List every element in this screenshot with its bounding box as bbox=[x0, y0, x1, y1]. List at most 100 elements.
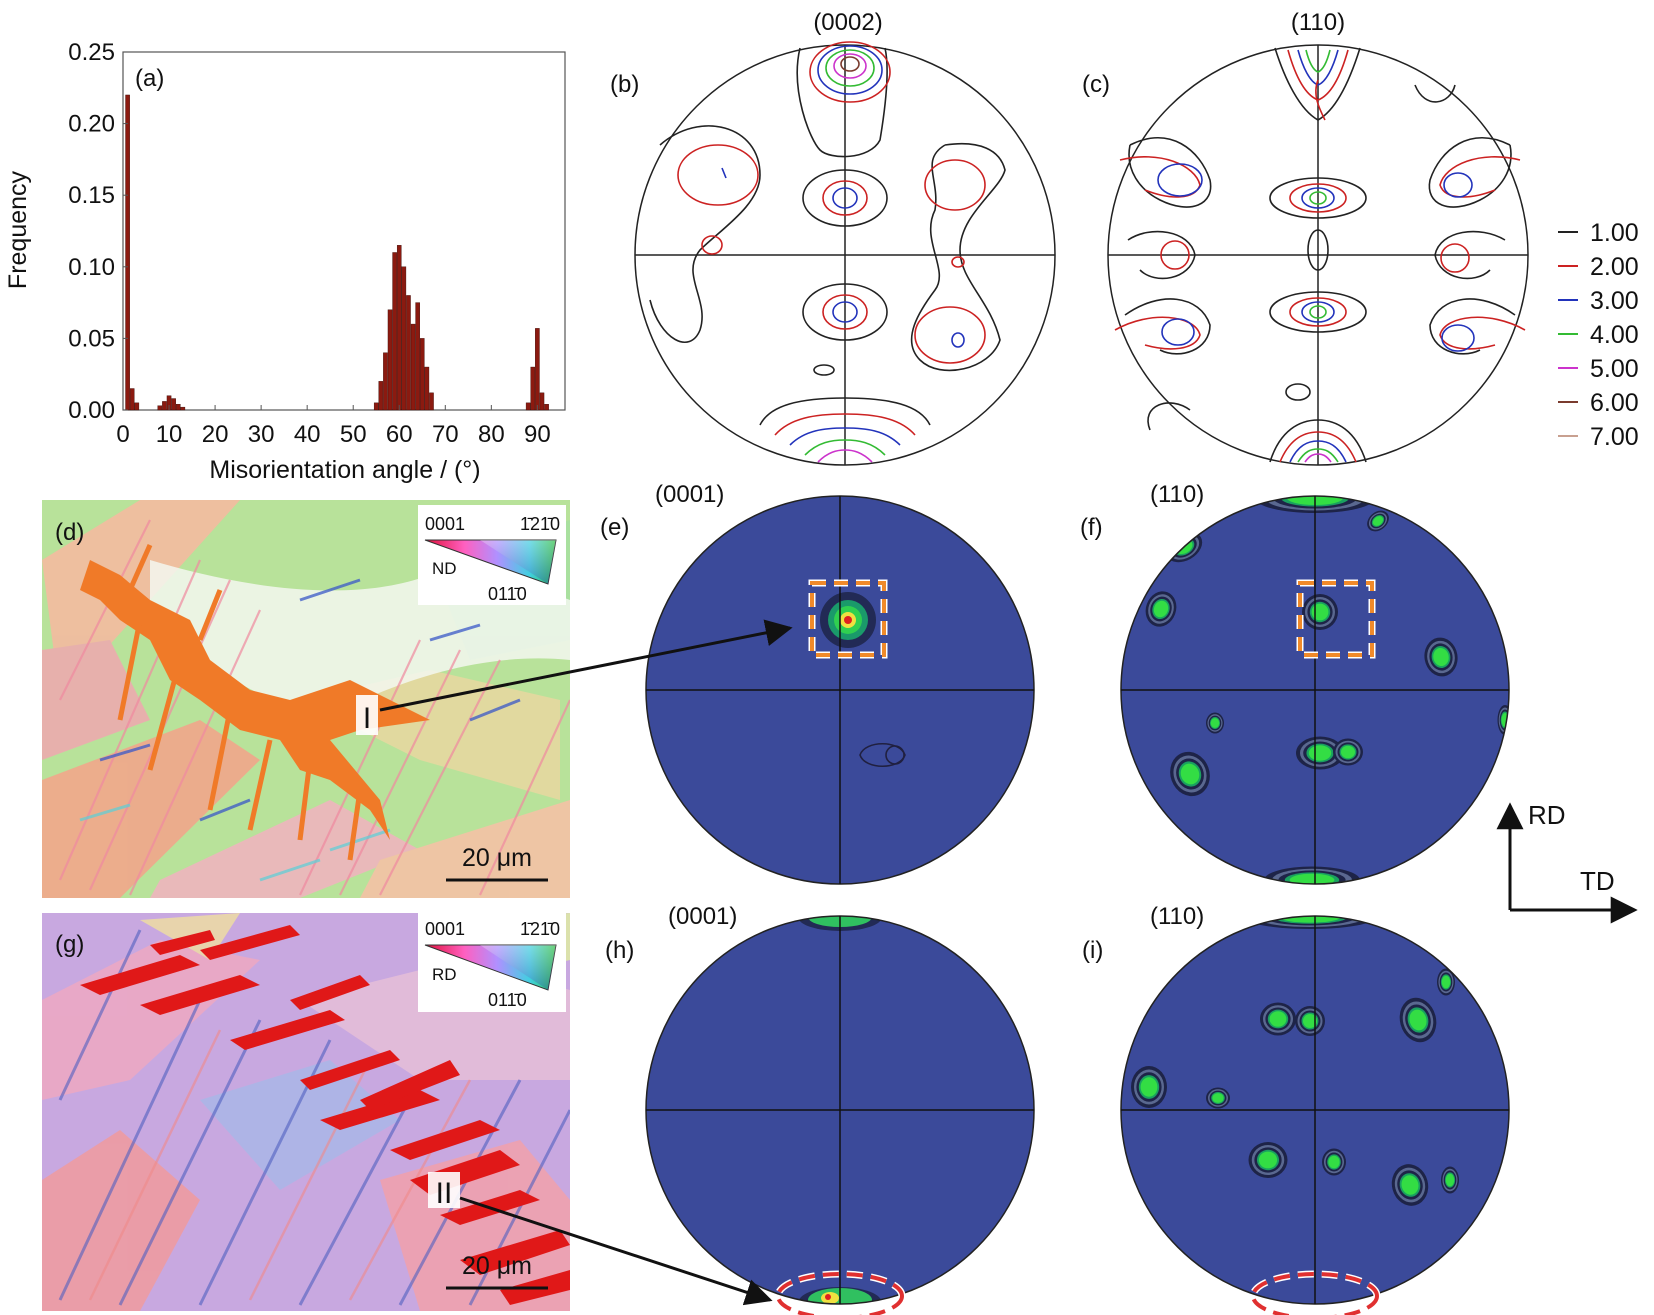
svg-text:5.00: 5.00 bbox=[1590, 355, 1639, 383]
contour-legend: 1.00 2.00 3.00 4.00 5.00 6.00 7.00 bbox=[1558, 219, 1639, 451]
y-tick-labels: 0.00 0.05 0.10 0.15 0.20 0.25 bbox=[68, 39, 128, 424]
ipf-corner-1210: 1̄21̄0 bbox=[520, 514, 560, 534]
svg-text:3.00: 3.00 bbox=[1590, 287, 1639, 315]
panel-e-pole-figure: (0001) (e) bbox=[600, 481, 1035, 885]
histogram-bar bbox=[378, 381, 384, 411]
arrow-I-to-e bbox=[379, 619, 793, 712]
panel-c-pole-figure: (c) (110) bbox=[1082, 9, 1529, 466]
pole-peak bbox=[1125, 1215, 1135, 1229]
pole-peak bbox=[1510, 661, 1531, 703]
histogram-bar bbox=[373, 402, 379, 411]
plot-frame bbox=[122, 51, 566, 411]
histogram-bar bbox=[125, 94, 130, 411]
histogram-bar bbox=[415, 302, 420, 411]
panel-g-ebsd-map: II (g) 0001 1̄21̄0 011̄0 RD 20 μm bbox=[42, 912, 570, 1311]
pole-figure-title: (110) bbox=[1150, 903, 1204, 930]
histogram-bar bbox=[429, 392, 434, 411]
svg-text:7.00: 7.00 bbox=[1590, 423, 1639, 451]
pole-peak bbox=[1511, 665, 1529, 700]
pole-peak bbox=[1409, 1009, 1427, 1031]
pole-figure-title: (0002) bbox=[813, 9, 882, 36]
x-tick-label: 80 bbox=[478, 421, 505, 448]
panel-label-g: (g) bbox=[55, 931, 84, 958]
histogram-bar bbox=[401, 266, 407, 411]
grain-marker-II: II bbox=[436, 1177, 453, 1210]
pole-peak bbox=[1212, 1093, 1224, 1103]
x-tick-label: 20 bbox=[202, 421, 229, 448]
histogram-bar bbox=[406, 295, 411, 411]
histogram-bar bbox=[175, 404, 181, 411]
panel-a-histogram: 0.00 0.05 0.10 0.15 0.20 0.25 0 10 20 30 40 50 60 70… bbox=[4, 39, 566, 484]
histogram-bars bbox=[125, 94, 549, 411]
arrow-II-to-h bbox=[459, 1196, 773, 1306]
panel-h-pole-figure: (0001) (h) bbox=[605, 903, 1035, 1315]
panel-label-i: (i) bbox=[1082, 937, 1103, 964]
pole-peak bbox=[1269, 1011, 1287, 1027]
histogram-bar bbox=[530, 366, 536, 411]
ipf-corner-0110: 011̄0 bbox=[488, 990, 527, 1010]
pole-peak bbox=[1210, 718, 1220, 728]
svg-text:2.00: 2.00 bbox=[1590, 253, 1639, 281]
pole-peak bbox=[1123, 1211, 1137, 1233]
ipf-axis-label: ND bbox=[432, 559, 457, 578]
y-tick-label: 0.10 bbox=[68, 254, 115, 281]
x-tick-labels: 0 10 20 30 40 50 60 70 80 90 bbox=[116, 405, 551, 448]
pole-figure-title: (110) bbox=[1291, 9, 1345, 36]
ipf-corner-0110: 011̄0 bbox=[488, 584, 527, 604]
pole-peak bbox=[1180, 763, 1200, 785]
panel-label-a: (a) bbox=[135, 65, 164, 92]
x-tick-label: 90 bbox=[524, 421, 551, 448]
panel-label-b: (b) bbox=[610, 71, 639, 98]
ipf-axis-label: RD bbox=[432, 965, 457, 984]
legend-item: 4.00 bbox=[1558, 321, 1639, 349]
pole-peak bbox=[1513, 667, 1528, 696]
histogram-bar bbox=[180, 406, 186, 411]
pole-peak bbox=[1140, 1077, 1158, 1097]
y-tick-label: 0.25 bbox=[68, 39, 115, 66]
ipf-color-key: 0001 1̄21̄0 011̄0 ND bbox=[418, 505, 566, 605]
histogram-bar bbox=[383, 352, 388, 411]
panel-b-pole-figure: (b) (0002) bbox=[610, 9, 1056, 466]
histogram-bar bbox=[544, 404, 549, 411]
pole-peak bbox=[1122, 1209, 1138, 1235]
panel-d-ebsd-map: I (d) 0001 1̄21̄0 011̄0 ND 20 μm bbox=[42, 500, 570, 898]
panel-label-e: (e) bbox=[600, 514, 629, 541]
contour-lines bbox=[1114, 47, 1526, 463]
histogram-bar bbox=[424, 366, 430, 411]
pole-peak bbox=[1445, 1173, 1455, 1187]
panel-label-f: (f) bbox=[1080, 514, 1103, 541]
x-tick-label: 10 bbox=[156, 421, 183, 448]
histogram-bar bbox=[129, 388, 135, 411]
histogram-bar bbox=[396, 245, 402, 411]
grain-II-variants bbox=[80, 925, 570, 1305]
y-tick-label: 0.15 bbox=[68, 182, 115, 209]
histogram-bar bbox=[535, 328, 540, 411]
pole-peak bbox=[1515, 672, 1525, 692]
pole-peak bbox=[1341, 745, 1355, 759]
legend-item: 3.00 bbox=[1558, 287, 1639, 315]
ipf-corner-0001: 0001 bbox=[425, 514, 465, 534]
histogram-bar bbox=[162, 401, 167, 411]
svg-text:4.00: 4.00 bbox=[1590, 321, 1639, 349]
svg-text:1.00: 1.00 bbox=[1590, 219, 1639, 247]
td-label: TD bbox=[1580, 866, 1615, 896]
grain-marker-I: I bbox=[363, 702, 371, 735]
pole-peak bbox=[1124, 1213, 1136, 1231]
pole-peak bbox=[1372, 516, 1384, 526]
panel-i-pole-figure: (110) (i) bbox=[1082, 903, 1510, 1315]
rd-label: RD bbox=[1528, 800, 1566, 830]
orientation-map: I bbox=[42, 500, 570, 898]
histogram-bar bbox=[171, 398, 176, 411]
histogram-bar bbox=[157, 405, 163, 411]
ipf-color-key: 0001 1̄21̄0 011̄0 RD bbox=[418, 912, 566, 1012]
pole-figure-title: (110) bbox=[1150, 481, 1204, 508]
x-tick-label: 0 bbox=[116, 421, 129, 448]
histogram-bar bbox=[539, 392, 545, 411]
pole-peaks bbox=[1121, 916, 1459, 1237]
grain-I bbox=[80, 560, 430, 840]
rd-td-axes: RD TD bbox=[1496, 800, 1638, 924]
x-tick-label: 50 bbox=[340, 421, 367, 448]
x-tick-label: 60 bbox=[386, 421, 413, 448]
histogram-bar bbox=[525, 402, 531, 411]
contour-lines bbox=[649, 41, 1006, 463]
